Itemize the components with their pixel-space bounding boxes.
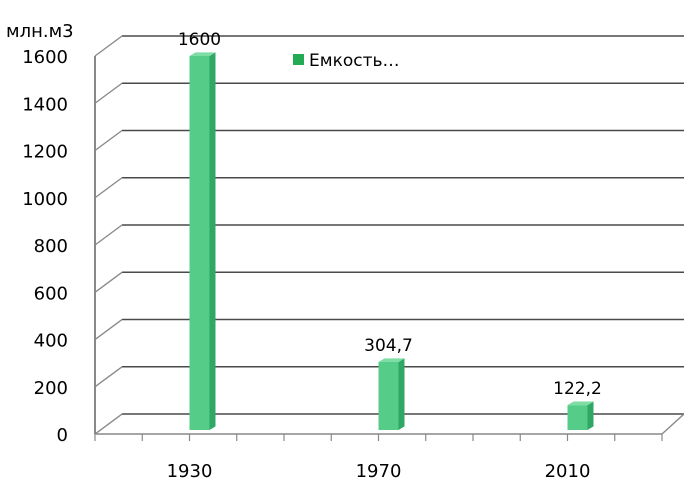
y-tick-label: 1000 [22, 189, 68, 210]
axes: млн.м3 0 200 400 600 800 1000 1200 1400 1600 1930… [6, 21, 663, 482]
data-label-1970: 304,7 [364, 336, 413, 356]
bar-side-1930 [209, 52, 216, 431]
bar-top-1930 [189, 52, 216, 56]
bar-side-1970 [398, 358, 405, 430]
data-labels: 1600 304,7 122,2 [178, 30, 602, 399]
legend-label: Емкость… [309, 51, 400, 71]
bar-1930 [189, 56, 210, 430]
y-tick-label: 1600 [22, 47, 68, 68]
bar-top-2010 [567, 401, 594, 406]
y-tick-label: 800 [34, 236, 68, 257]
bar-1970 [378, 362, 399, 430]
gridline-depth [94, 224, 123, 246]
gridline-depth [94, 177, 123, 199]
y-tick-label: 0 [57, 425, 68, 446]
bar-2010 [567, 405, 588, 430]
gridline-depth [94, 35, 123, 57]
y-axis-unit-label: млн.м3 [6, 21, 74, 42]
gridline-depth [94, 82, 123, 104]
legend-swatch [293, 54, 304, 65]
y-tick-label: 1400 [22, 94, 68, 115]
x-tick-label-1930: 1930 [167, 461, 213, 482]
y-tick-label: 400 [34, 331, 68, 352]
y-tick-label: 200 [34, 378, 68, 399]
y-tick-label: 1200 [22, 142, 68, 163]
gridline-depth [94, 413, 123, 435]
x-tick-label-1970: 1970 [356, 461, 402, 482]
gridline-depth [94, 366, 123, 388]
gridlines [94, 35, 684, 435]
bars [189, 52, 594, 431]
x-tick-label-2010: 2010 [545, 461, 591, 482]
gridline-depth [94, 318, 123, 341]
floor-depth-right [661, 413, 684, 435]
bar-side-2010 [587, 401, 594, 430]
gridline-depth [94, 271, 123, 293]
y-tick-label: 600 [34, 283, 68, 304]
data-label-2010: 122,2 [553, 379, 602, 399]
bar-top-1970 [378, 358, 405, 363]
gridline-depth [94, 129, 123, 152]
data-label-1930: 1600 [178, 30, 221, 50]
legend: Емкость… [293, 51, 400, 71]
